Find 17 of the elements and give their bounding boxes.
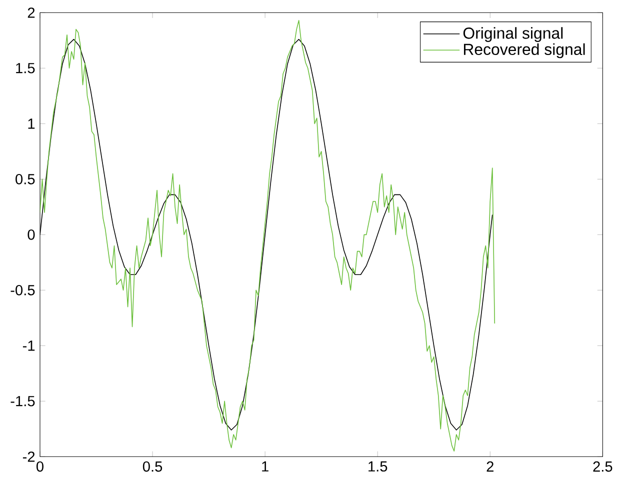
y-tick-label: -0.5: [10, 285, 35, 296]
x-tick-label: 2: [486, 461, 494, 472]
x-tick-label: 1: [262, 461, 268, 472]
y-tick-label: 0.5: [16, 174, 35, 184]
y-tick-label: -2: [22, 452, 35, 462]
legend-label: Recovered signal: [464, 43, 585, 58]
legend-label: Original signal: [463, 27, 563, 42]
x-tick-label: 1.5: [368, 461, 388, 472]
x-tick-label: 0.5: [142, 461, 162, 472]
y-tick-label: -1.5: [10, 396, 35, 406]
y-tick-label: 0: [28, 230, 35, 240]
y-tick-label: 1: [28, 118, 35, 129]
y-tick-label: 2: [28, 8, 35, 18]
y-tick-label: -1: [22, 340, 35, 351]
x-tick-label: 0: [36, 461, 44, 472]
x-tick-label: 2.5: [593, 461, 612, 472]
y-tick-label: 1.5: [16, 63, 35, 74]
